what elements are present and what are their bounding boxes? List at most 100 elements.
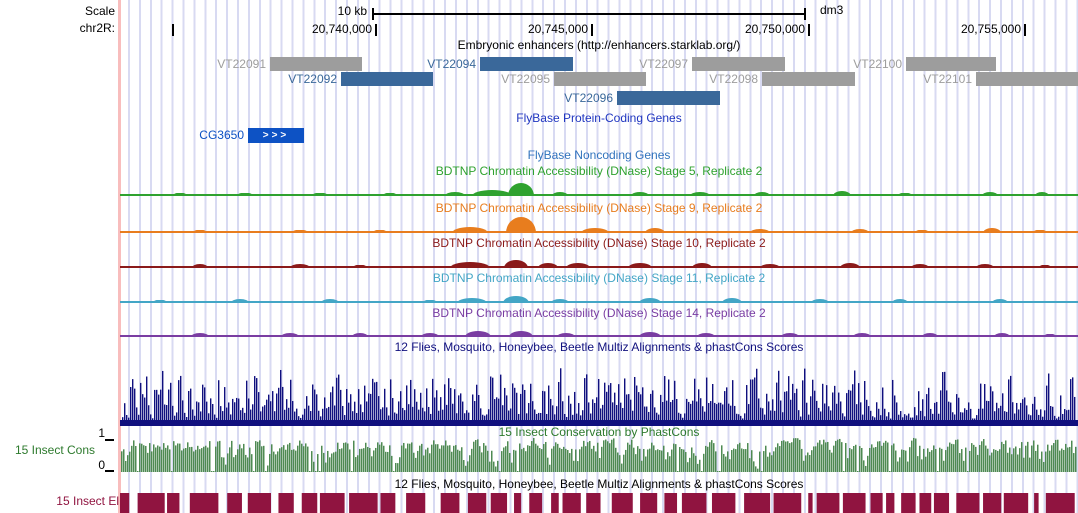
elements-left-label[interactable]: 15 Insect El bbox=[56, 494, 119, 508]
enhancers-track-title[interactable]: Embryonic enhancers (http://enhancers.st… bbox=[457, 38, 741, 52]
enhancer-box-VT22101[interactable] bbox=[976, 72, 1078, 86]
dnase-peak bbox=[853, 333, 871, 337]
dnase-peak bbox=[383, 192, 397, 196]
coordinate-label: 20,755,000 bbox=[960, 22, 1021, 36]
enhancer-box-VT22097[interactable] bbox=[692, 57, 785, 71]
dnase-peak bbox=[450, 262, 490, 268]
enhancer-label-VT22091[interactable]: VT22091 bbox=[217, 57, 266, 71]
dnase-peak bbox=[781, 333, 799, 337]
coordinate-tick bbox=[375, 24, 377, 36]
dnase-baseline-1[interactable] bbox=[120, 194, 1078, 196]
dnase-peak bbox=[983, 228, 1001, 233]
dnase-peak bbox=[833, 191, 851, 196]
dnase-peak bbox=[373, 229, 387, 233]
dnase-peak bbox=[465, 331, 491, 337]
conservation-left-label[interactable]: 15 Insect Cons bbox=[14, 443, 95, 457]
enhancer-box-VT22096[interactable] bbox=[617, 91, 720, 105]
scale-value: 10 kb bbox=[337, 4, 367, 18]
dnase-peak bbox=[231, 299, 249, 303]
enhancer-box-VT22100[interactable] bbox=[906, 57, 996, 71]
dnase-peak bbox=[290, 264, 310, 268]
dnase-peak bbox=[760, 264, 780, 268]
dnase-peak bbox=[281, 333, 299, 337]
dnase-peak bbox=[750, 229, 770, 233]
chromosome-label: chr2R: bbox=[79, 21, 115, 35]
dnase-track-title-1[interactable]: BDTNP Chromatin Accessibility (DNase) St… bbox=[435, 164, 763, 178]
flybase-coding-title[interactable]: FlyBase Protein-Coding Genes bbox=[516, 111, 682, 125]
dnase-peak bbox=[697, 333, 715, 337]
dnase-peak bbox=[551, 299, 569, 303]
flybase-noncoding-title[interactable]: FlyBase Noncoding Genes bbox=[527, 148, 671, 162]
enhancer-label-VT22098[interactable]: VT22098 bbox=[709, 72, 758, 86]
dnase-track-title-5[interactable]: BDTNP Chromatin Accessibility (DNase) St… bbox=[432, 306, 766, 320]
dnase-peak bbox=[994, 333, 1010, 337]
dnase-peak bbox=[557, 333, 575, 337]
dnase-peak bbox=[922, 333, 938, 337]
enhancer-label-VT22101[interactable]: VT22101 bbox=[923, 72, 972, 86]
multiz-track-title-repeat[interactable]: 12 Flies, Mosquito, Honeybee, Beetle Mul… bbox=[394, 477, 804, 491]
dnase-peak bbox=[915, 229, 929, 233]
dnase-peak bbox=[566, 263, 590, 268]
multiz-track-title[interactable]: 12 Flies, Mosquito, Honeybee, Beetle Mul… bbox=[394, 340, 804, 354]
dnase-peak bbox=[504, 260, 528, 268]
enhancer-label-VT22097[interactable]: VT22097 bbox=[639, 57, 688, 71]
dnase-peak bbox=[898, 192, 912, 196]
enhancer-box-VT22095[interactable] bbox=[554, 72, 646, 86]
dnase-peak bbox=[639, 332, 661, 337]
dnase-peak bbox=[581, 228, 609, 233]
multiz-histogram[interactable] bbox=[120, 357, 1078, 426]
dnase-peak bbox=[1033, 229, 1047, 233]
dnase-peak bbox=[628, 263, 652, 268]
dnase-peak bbox=[645, 228, 665, 233]
dnase-peak bbox=[1044, 333, 1056, 337]
dnase-peak bbox=[692, 263, 712, 268]
scale-label: Scale bbox=[84, 4, 115, 18]
dnase-peak bbox=[508, 183, 534, 196]
dnase-peak bbox=[173, 192, 187, 196]
dnase-peak bbox=[503, 296, 529, 303]
enhancer-label-VT22094[interactable]: VT22094 bbox=[427, 57, 476, 71]
dnase-baseline-3[interactable] bbox=[120, 266, 1078, 268]
enhancer-label-VT22100[interactable]: VT22100 bbox=[853, 57, 902, 71]
dnase-peak bbox=[509, 331, 533, 337]
assembly-label: dm3 bbox=[820, 3, 844, 17]
gene-strand-arrows: >>> bbox=[262, 130, 290, 141]
dnase-track-title-4[interactable]: BDTNP Chromatin Accessibility (DNase) St… bbox=[432, 271, 766, 285]
dnase-peak bbox=[892, 299, 908, 303]
dnase-peak bbox=[851, 229, 869, 233]
coordinate-label: 20,745,000 bbox=[527, 22, 588, 36]
dnase-peak bbox=[754, 192, 770, 196]
dnase-peak bbox=[452, 227, 488, 233]
dnase-peak bbox=[353, 264, 367, 268]
enhancer-label-VT22095[interactable]: VT22095 bbox=[501, 72, 550, 86]
enhancer-box-VT22098[interactable] bbox=[762, 72, 855, 86]
dnase-peak bbox=[1039, 264, 1051, 268]
dnase-peak bbox=[457, 298, 487, 303]
elements-track[interactable] bbox=[120, 493, 1078, 513]
dnase-peak bbox=[506, 217, 536, 233]
dnase-peak bbox=[153, 299, 167, 303]
gene-label[interactable]: CG3650 bbox=[199, 128, 244, 142]
dnase-peak bbox=[421, 333, 439, 337]
gene-box[interactable]: >>> bbox=[248, 128, 304, 143]
conservation-histogram[interactable] bbox=[120, 433, 1078, 472]
conservation-track-title[interactable]: 15 Insect Conservation by PhastCons bbox=[498, 425, 700, 439]
dnase-peak bbox=[911, 264, 929, 268]
dnase-peak bbox=[423, 299, 437, 303]
dnase-track-title-3[interactable]: BDTNP Chromatin Accessibility (DNase) St… bbox=[432, 236, 766, 250]
dnase-peak bbox=[982, 192, 998, 196]
dnase-baseline-4[interactable] bbox=[120, 301, 1078, 303]
enhancer-box-VT22094[interactable] bbox=[480, 57, 573, 71]
dnase-peak bbox=[352, 333, 368, 337]
dnase-peak bbox=[840, 263, 860, 268]
dnase-peak bbox=[811, 299, 829, 303]
conservation-axis-max-tick bbox=[105, 439, 114, 441]
enhancer-box-VT22092[interactable] bbox=[341, 72, 433, 86]
dnase-track-title-2[interactable]: BDTNP Chromatin Accessibility (DNase) St… bbox=[435, 201, 763, 215]
enhancer-label-VT22092[interactable]: VT22092 bbox=[288, 72, 337, 86]
enhancer-box-VT22091[interactable] bbox=[270, 57, 362, 71]
dnase-peak bbox=[445, 192, 465, 196]
enhancer-label-VT22096[interactable]: VT22096 bbox=[564, 91, 613, 105]
dnase-baseline-5[interactable] bbox=[120, 335, 1078, 337]
dnase-peak bbox=[292, 229, 308, 233]
